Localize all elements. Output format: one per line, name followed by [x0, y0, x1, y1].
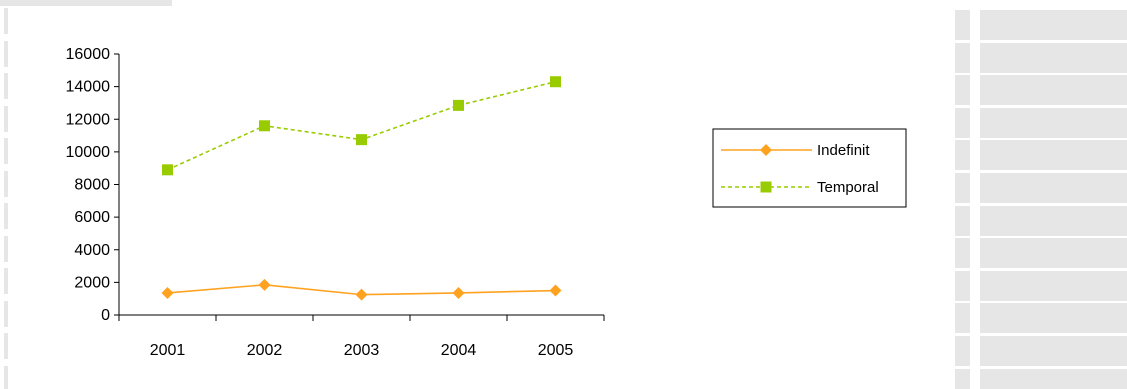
sheet-gridline [4, 235, 8, 262]
y-tick-label: 14000 [66, 79, 111, 96]
sheet-row [955, 368, 1127, 389]
sheet-cell [955, 10, 970, 40]
data-point [550, 76, 561, 88]
data-point [355, 288, 368, 301]
sheet-gridline [4, 73, 8, 99]
sheet-cell [955, 368, 970, 389]
sheet-cell [980, 10, 1127, 40]
sheet-cell [955, 303, 970, 334]
sheet-gridline [4, 8, 8, 34]
legend-item-temporal: Temporal [721, 179, 879, 196]
sheet-gridline [4, 268, 8, 294]
x-tick-label: 2002 [247, 342, 283, 359]
y-tick-label: 8000 [74, 177, 110, 194]
legend-item-indefinit: Indefinit [721, 142, 870, 159]
sheet-gridline [4, 138, 8, 164]
data-point [161, 286, 174, 299]
legend-label: Indefinit [817, 142, 870, 159]
sheet-row [955, 205, 1127, 236]
y-tick-label: 16000 [66, 46, 111, 63]
y-tick-label: 12000 [66, 111, 111, 128]
x-tick-label: 2001 [150, 342, 186, 359]
legend: Indefinit Temporal [712, 128, 907, 208]
sheet-row [955, 107, 1127, 138]
sheet-gridline [4, 333, 8, 359]
sheet-cell [955, 270, 970, 301]
sheet-cell [980, 42, 1127, 73]
data-point [258, 278, 271, 291]
sheet-cell [980, 336, 1127, 366]
data-point [356, 134, 367, 146]
series-layer [161, 76, 562, 301]
sheet-left-gridlines [0, 8, 12, 389]
x-axis: 2001 2002 2003 2004 2005 [118, 314, 605, 359]
x-tick-label: 2005 [538, 342, 574, 359]
data-point [452, 286, 465, 299]
sheet-cell [955, 42, 970, 73]
x-tick-label: 2004 [441, 342, 477, 359]
sheet-right-cells [955, 10, 1127, 389]
sheet-gridline [4, 105, 8, 132]
sheet-row [955, 10, 1127, 40]
sheet-row [955, 270, 1127, 301]
data-point [549, 284, 562, 297]
sheet-gridline [4, 170, 8, 197]
legend-marker [760, 181, 772, 193]
sheet-cell [955, 205, 970, 236]
sheet-row [955, 75, 1127, 106]
sheet-cell [955, 107, 970, 138]
series-temporal [162, 76, 561, 176]
sheet-header-bar [0, 0, 172, 6]
sheet-cell [980, 140, 1127, 171]
sheet-gridline [4, 365, 8, 389]
sheet-row [955, 140, 1127, 171]
y-axis: 0 2000 4000 6000 8000 10000 12000 14000 16000 [66, 46, 120, 324]
sheet-gridline [4, 300, 8, 327]
series-line [167, 80, 556, 171]
series-indefinit [161, 278, 562, 301]
y-tick-label: 0 [101, 307, 110, 324]
x-tick-label: 2003 [344, 342, 380, 359]
y-tick-label: 2000 [74, 274, 110, 291]
sheet-cell [955, 75, 970, 106]
sheet-row [955, 336, 1127, 366]
sheet-gridline [4, 203, 8, 229]
sheet-cell [980, 238, 1127, 269]
sheet-cell [955, 336, 970, 366]
legend-box [712, 128, 907, 208]
sheet-cell [980, 270, 1127, 301]
data-point [259, 120, 270, 132]
legend-marker [760, 144, 772, 156]
y-tick-label: 6000 [74, 209, 110, 226]
sheet-cell [980, 368, 1127, 389]
sheet-cell [980, 205, 1127, 236]
sheet-cell [980, 173, 1127, 203]
y-tick-label: 10000 [66, 144, 111, 161]
sheet-row [955, 238, 1127, 269]
sheet-row [955, 303, 1127, 334]
data-point [453, 99, 464, 111]
sheet-gridline [4, 40, 8, 67]
line-chart[interactable]: 0 2000 4000 6000 8000 10000 12000 14000 16000 20… [0, 0, 940, 389]
sheet-row [955, 42, 1127, 73]
y-tick-label: 4000 [74, 242, 110, 259]
sheet-cell [955, 238, 970, 269]
legend-label: Temporal [817, 179, 879, 196]
sheet-cell [955, 140, 970, 171]
sheet-row [955, 173, 1127, 203]
sheet-cell [980, 107, 1127, 138]
sheet-cell [980, 75, 1127, 106]
sheet-cell [980, 303, 1127, 334]
data-point [162, 164, 173, 176]
sheet-cell [955, 173, 970, 203]
